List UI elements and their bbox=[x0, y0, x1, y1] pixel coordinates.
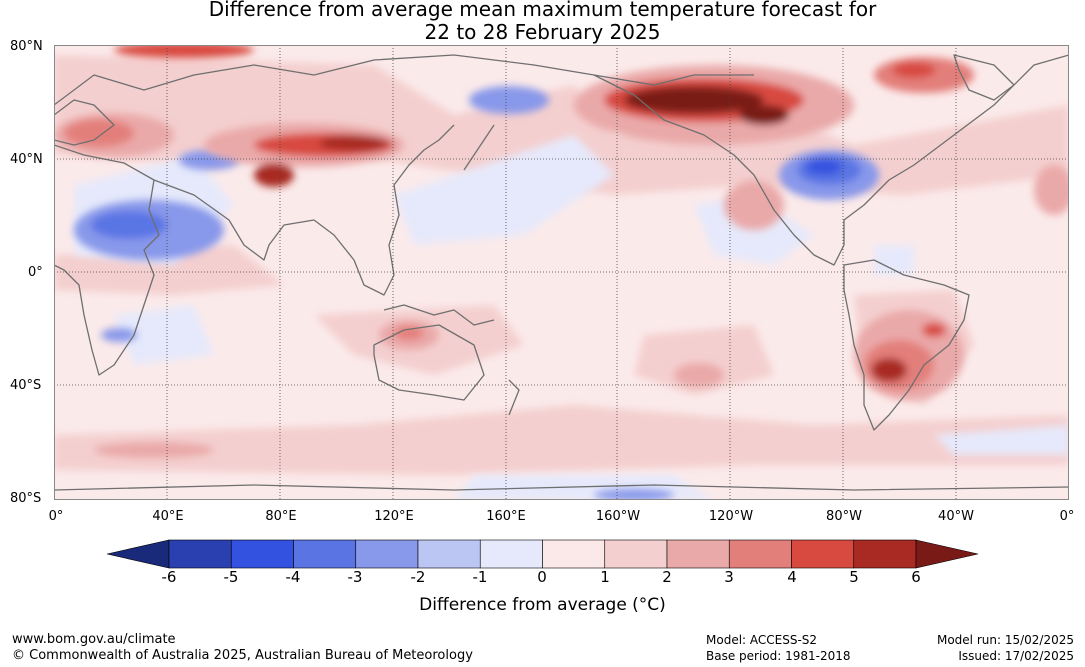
colorbar-segment bbox=[417, 539, 481, 569]
colorbar-tick-1: 1 bbox=[600, 568, 610, 586]
colorbar-segment bbox=[293, 539, 357, 569]
lat-label-40n: 40°N bbox=[10, 152, 43, 167]
footer-model-run: Model run: 15/02/2025 bbox=[936, 633, 1074, 647]
colorbar-tick-5: 5 bbox=[849, 568, 859, 586]
lon-label-0-left: 0° bbox=[48, 509, 64, 524]
anomaly-map bbox=[54, 45, 1069, 500]
lat-label-40s: 40°S bbox=[10, 378, 42, 393]
footer-copyright: © Commonwealth of Australia 2025, Austra… bbox=[12, 648, 473, 663]
colorbar-tick-4: 4 bbox=[787, 568, 797, 586]
colorbar-label: Difference from average (°C) bbox=[419, 595, 666, 615]
europe-coastline bbox=[54, 99, 115, 146]
lat-label-equator: 0° bbox=[28, 265, 43, 280]
lon-label-80e: 80°E bbox=[265, 509, 297, 524]
colorbar-tick-6: 6 bbox=[911, 568, 921, 586]
colorbar-low-extend bbox=[107, 539, 170, 569]
lon-label-80w: 80°W bbox=[826, 509, 862, 524]
colorbar-segment bbox=[355, 539, 419, 569]
colorbar-segment bbox=[791, 539, 855, 569]
coastlines bbox=[54, 54, 1069, 491]
colorbar-tick-neg5: -5 bbox=[223, 568, 239, 586]
lon-label-120w: 120°W bbox=[708, 509, 754, 524]
footer-base-period: Base period: 1981-2018 bbox=[706, 649, 851, 663]
footer-model: Model: ACCESS-S2 bbox=[706, 633, 818, 647]
footer-website[interactable]: www.bom.gov.au/climate bbox=[12, 632, 176, 647]
lon-label-120e: 120°E bbox=[374, 509, 414, 524]
map-title: Difference from average mean maximum tem… bbox=[0, 0, 1085, 44]
alaska-coastline bbox=[593, 74, 754, 86]
lon-label-160e: 160°E bbox=[486, 509, 526, 524]
colorbar-tick-neg6: -6 bbox=[161, 568, 177, 586]
maritime-continent-coastline bbox=[383, 304, 495, 326]
colorbar bbox=[107, 539, 979, 569]
colorbar-tick-3: 3 bbox=[724, 568, 734, 586]
colorbar-tick-2: 2 bbox=[662, 568, 672, 586]
map-svg bbox=[54, 45, 1069, 500]
arabia-india-coastline bbox=[153, 179, 355, 261]
colorbar-high-extend bbox=[915, 539, 979, 569]
colorbar-segment bbox=[853, 539, 917, 569]
greenland-coastline bbox=[953, 54, 1015, 101]
south-america-coastline bbox=[843, 259, 970, 431]
colorbar-segment bbox=[604, 539, 668, 569]
colorbar-tick-neg4: -4 bbox=[285, 568, 301, 586]
map-border bbox=[54, 45, 1069, 500]
colorbar-tick-neg2: -2 bbox=[410, 568, 426, 586]
colorbar-segment bbox=[168, 539, 232, 569]
southeast-asia-coastline bbox=[353, 124, 455, 296]
colorbar-segments bbox=[107, 539, 979, 569]
colorbar-tick-neg1: -1 bbox=[472, 568, 488, 586]
new-zealand-coastline bbox=[508, 379, 520, 416]
lon-label-160w: 160°W bbox=[595, 509, 641, 524]
eurasia-north-coastline bbox=[54, 54, 595, 106]
japan-coastline bbox=[463, 124, 495, 171]
cool-anomaly-strong bbox=[74, 86, 879, 500]
warm-anomaly-strong bbox=[54, 45, 1069, 458]
colorbar-segment bbox=[479, 539, 543, 569]
lon-label-40e: 40°E bbox=[152, 509, 184, 524]
colorbar-segment bbox=[230, 539, 294, 569]
antarctica-coastline bbox=[54, 484, 1069, 491]
graticule bbox=[54, 45, 1069, 500]
australia-coastline bbox=[373, 324, 485, 401]
lat-label-80s: 80°S bbox=[10, 491, 42, 506]
lon-label-40w: 40°W bbox=[938, 509, 974, 524]
colorbar-segment bbox=[666, 539, 730, 569]
colorbar-segment bbox=[542, 539, 606, 569]
colorbar-segment bbox=[728, 539, 792, 569]
footer-issued: Issued: 17/02/2025 bbox=[958, 649, 1074, 663]
lat-label-80n: 80°N bbox=[10, 39, 43, 54]
lon-label-0-right: 0° bbox=[1059, 509, 1075, 524]
colorbar-tick-neg3: -3 bbox=[347, 568, 363, 586]
title-line-2: 22 to 28 February 2025 bbox=[424, 20, 661, 44]
title-line-1: Difference from average mean maximum tem… bbox=[208, 0, 877, 21]
colorbar-tick-0: 0 bbox=[537, 568, 547, 586]
north-america-coastline bbox=[593, 54, 1069, 266]
africa-coastline bbox=[54, 144, 160, 376]
